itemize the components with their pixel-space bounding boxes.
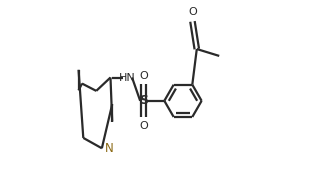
Text: O: O [139, 71, 148, 81]
Text: N: N [105, 142, 114, 155]
Text: HN: HN [119, 73, 136, 82]
Text: O: O [188, 7, 197, 17]
Text: O: O [139, 121, 148, 131]
Text: S: S [139, 94, 148, 107]
